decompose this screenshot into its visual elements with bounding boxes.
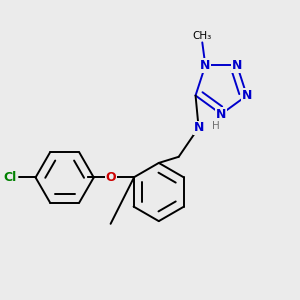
Text: N: N [194,121,204,134]
Text: O: O [105,171,116,184]
Text: CH₃: CH₃ [193,31,212,41]
Text: N: N [242,89,252,102]
Text: N: N [216,108,226,121]
Text: N: N [232,59,242,72]
Text: Cl: Cl [3,171,16,184]
Text: N: N [200,59,211,72]
Text: H: H [212,121,220,131]
